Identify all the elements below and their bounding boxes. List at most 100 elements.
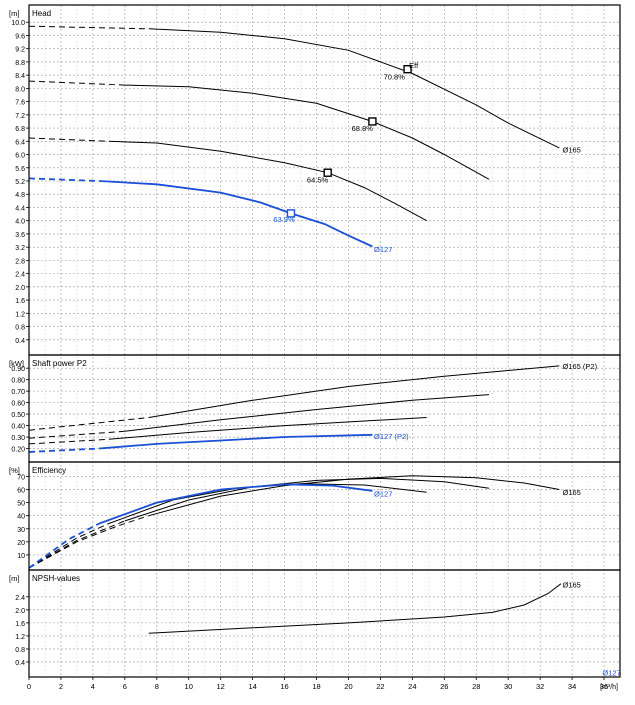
y-tick-label: 1.6 [15,621,25,628]
curve-dashed-segment [28,80,125,86]
curve-dashed-segment [28,515,149,569]
curve-annotation: Ø127 [374,489,392,498]
y-tick-label: 0.8 [15,325,25,332]
y-axis-unit: [m] [9,574,19,583]
y-axis-unit: [m] [9,9,19,18]
panel-title: NPSH-values [32,574,80,583]
curve-line [108,417,427,440]
panel-title: Efficiency [32,466,66,475]
x-tick-label: 30 [504,682,512,691]
y-tick-label: 30 [17,527,25,534]
x-tick-label: 26 [440,682,448,691]
y-tick-label: 9.6 [15,33,25,40]
x-tick-label: 32 [536,682,544,691]
curve-annotation: 63.9% [273,215,295,224]
curve-annotation: 64.5% [307,175,329,184]
y-tick-label: 20 [17,540,25,547]
curve-line [148,28,560,149]
curve-layer [28,25,562,634]
curve-annotation: Ø165 [562,146,580,155]
y-tick-label: 6.8 [15,126,25,133]
best-efficiency-marker [403,64,412,74]
x-tick-label: 2 [59,682,63,691]
curve-annotation: Ø165 [562,488,580,497]
frame-layer [26,4,621,680]
x-tick-label: 36 [600,682,608,691]
y-tick-label: 0.20 [11,447,25,454]
x-tick-label: 28 [472,682,480,691]
x-tick-label: 14 [248,682,256,691]
curve-annotation: 68.8% [352,124,374,133]
curve-line [124,394,490,432]
y-tick-label: 2.0 [15,608,25,615]
curve-line [148,365,560,418]
curve-annotation: Ø165 (P2) [562,362,597,371]
y-tick-label: 0.90 [11,366,25,373]
curve-dashed-segment [28,417,149,431]
x-tick-label: 18 [312,682,320,691]
curve-dashed-segment [28,177,100,182]
y-tick-label: 6.4 [15,139,25,146]
label-layer: 0.4 0.8 1.2 1.6 2.0 2.4 2.8 3.2 3.6 4.0 4.4 4.8 5.2 5… [9,9,621,691]
x-tick-label: 10 [185,682,193,691]
y-axis-unit: [kW] [9,359,24,368]
curve-line [99,180,373,248]
curve-annotation: Ø165 [562,580,580,589]
y-tick-label: 6.0 [15,153,25,160]
curve-dashed-segment [28,447,100,453]
curve-dashed-segment [28,137,109,142]
curve-line [148,583,562,634]
panel-title: Shaft power P2 [32,359,87,368]
y-tick-label: 10.0 [11,20,25,27]
y-tick-label: 3.6 [15,232,25,239]
y-tick-label: 2.4 [15,595,25,602]
curve-line [124,84,490,180]
y-tick-label: 4.8 [15,192,25,199]
curve-dashed-segment [28,520,125,569]
y-tick-label: 0.30 [11,435,25,442]
y-tick-label: 8.0 [15,86,25,93]
y-tick-label: 60 [17,488,25,495]
y-tick-label: 50 [17,501,25,508]
x-tick-label: 12 [217,682,225,691]
y-tick-label: 10 [17,553,25,560]
curve-dashed-segment [28,25,149,30]
y-tick-label: 2.4 [15,272,25,279]
y-tick-label: 40 [17,514,25,521]
y-tick-label: 0.60 [11,401,25,408]
y-tick-label: 4.0 [15,219,25,226]
panel-title: Head [32,9,51,18]
y-tick-label: 5.2 [15,179,25,186]
y-tick-label: 0.80 [11,378,25,385]
y-tick-label: 2.0 [15,285,25,292]
y-tick-label: 1.6 [15,298,25,305]
x-tick-label: 24 [408,682,416,691]
y-tick-label: 7.6 [15,100,25,107]
curve-annotation: Ø127 [602,668,620,677]
y-tick-label: 8.4 [15,73,25,80]
grid-layer [29,5,620,677]
y-tick-label: 0.50 [11,412,25,419]
y-tick-label: 0.40 [11,424,25,431]
best-efficiency-marker [323,168,332,177]
x-tick-label: 34 [568,682,576,691]
best-efficiency-marker [368,117,377,126]
curve-line [124,477,490,522]
curve-annotation: 70.8% [384,72,406,81]
y-tick-label: 1.2 [15,311,25,318]
y-tick-label: 3.2 [15,245,25,252]
y-tick-label: 4.4 [15,205,25,212]
y-tick-label: 0.4 [15,660,25,667]
x-tick-label: 0 [27,682,31,691]
x-tick-label: 6 [123,682,127,691]
y-tick-label: 2.8 [15,258,25,265]
y-axis-unit: [%] [9,466,20,475]
y-tick-label: 0.70 [11,389,25,396]
y-tick-label: 7.2 [15,113,25,120]
x-tick-label: 16 [280,682,288,691]
curve-annotation: Ø127 [374,245,392,254]
x-tick-label: 4 [91,682,95,691]
curve-line [99,433,373,450]
y-tick-label: 0.4 [15,338,25,345]
